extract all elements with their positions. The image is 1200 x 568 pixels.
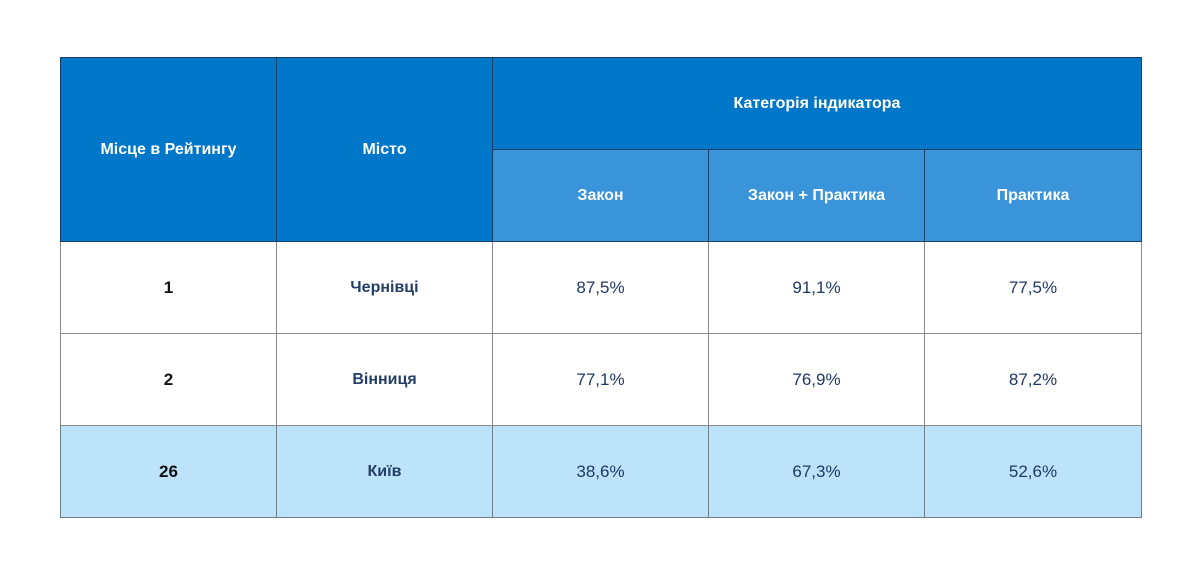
value-cell: 52,6% (924, 425, 1142, 518)
rank-cell: 1 (60, 241, 277, 334)
city-cell: Київ (276, 425, 493, 518)
value-cell: 77,1% (492, 333, 709, 426)
table-row-highlighted: 26 Київ 38,6% 67,3% 52,6% (60, 425, 1142, 518)
value-cell: 38,6% (492, 425, 709, 518)
header-row: Місце в Рейтингу Місто Категорія індикат… (60, 57, 1142, 242)
header-rank: Місце в Рейтингу (60, 57, 277, 242)
header-practice: Практика (924, 149, 1142, 242)
value-cell: 67,3% (708, 425, 925, 518)
ranking-table: Місце в Рейтингу Місто Категорія індикат… (60, 57, 1142, 518)
table-row: 2 Вінниця 77,1% 76,9% 87,2% (60, 333, 1142, 426)
value-cell: 77,5% (924, 241, 1142, 334)
header-category: Категорія індикатора (492, 57, 1142, 150)
subheader-row: Закон Закон + Практика Практика (61, 149, 1142, 242)
city-cell: Вінниця (276, 333, 493, 426)
city-cell: Чернівці (276, 241, 493, 334)
value-cell: 91,1% (708, 241, 925, 334)
header-city: Місто (276, 57, 493, 242)
rank-cell: 26 (60, 425, 277, 518)
value-cell: 76,9% (708, 333, 925, 426)
header-law-practice: Закон + Практика (708, 149, 925, 242)
rank-cell: 2 (60, 333, 277, 426)
value-cell: 87,2% (924, 333, 1142, 426)
table-row: 1 Чернівці 87,5% 91,1% 77,5% (60, 241, 1142, 334)
header-law: Закон (492, 149, 709, 242)
value-cell: 87,5% (492, 241, 709, 334)
